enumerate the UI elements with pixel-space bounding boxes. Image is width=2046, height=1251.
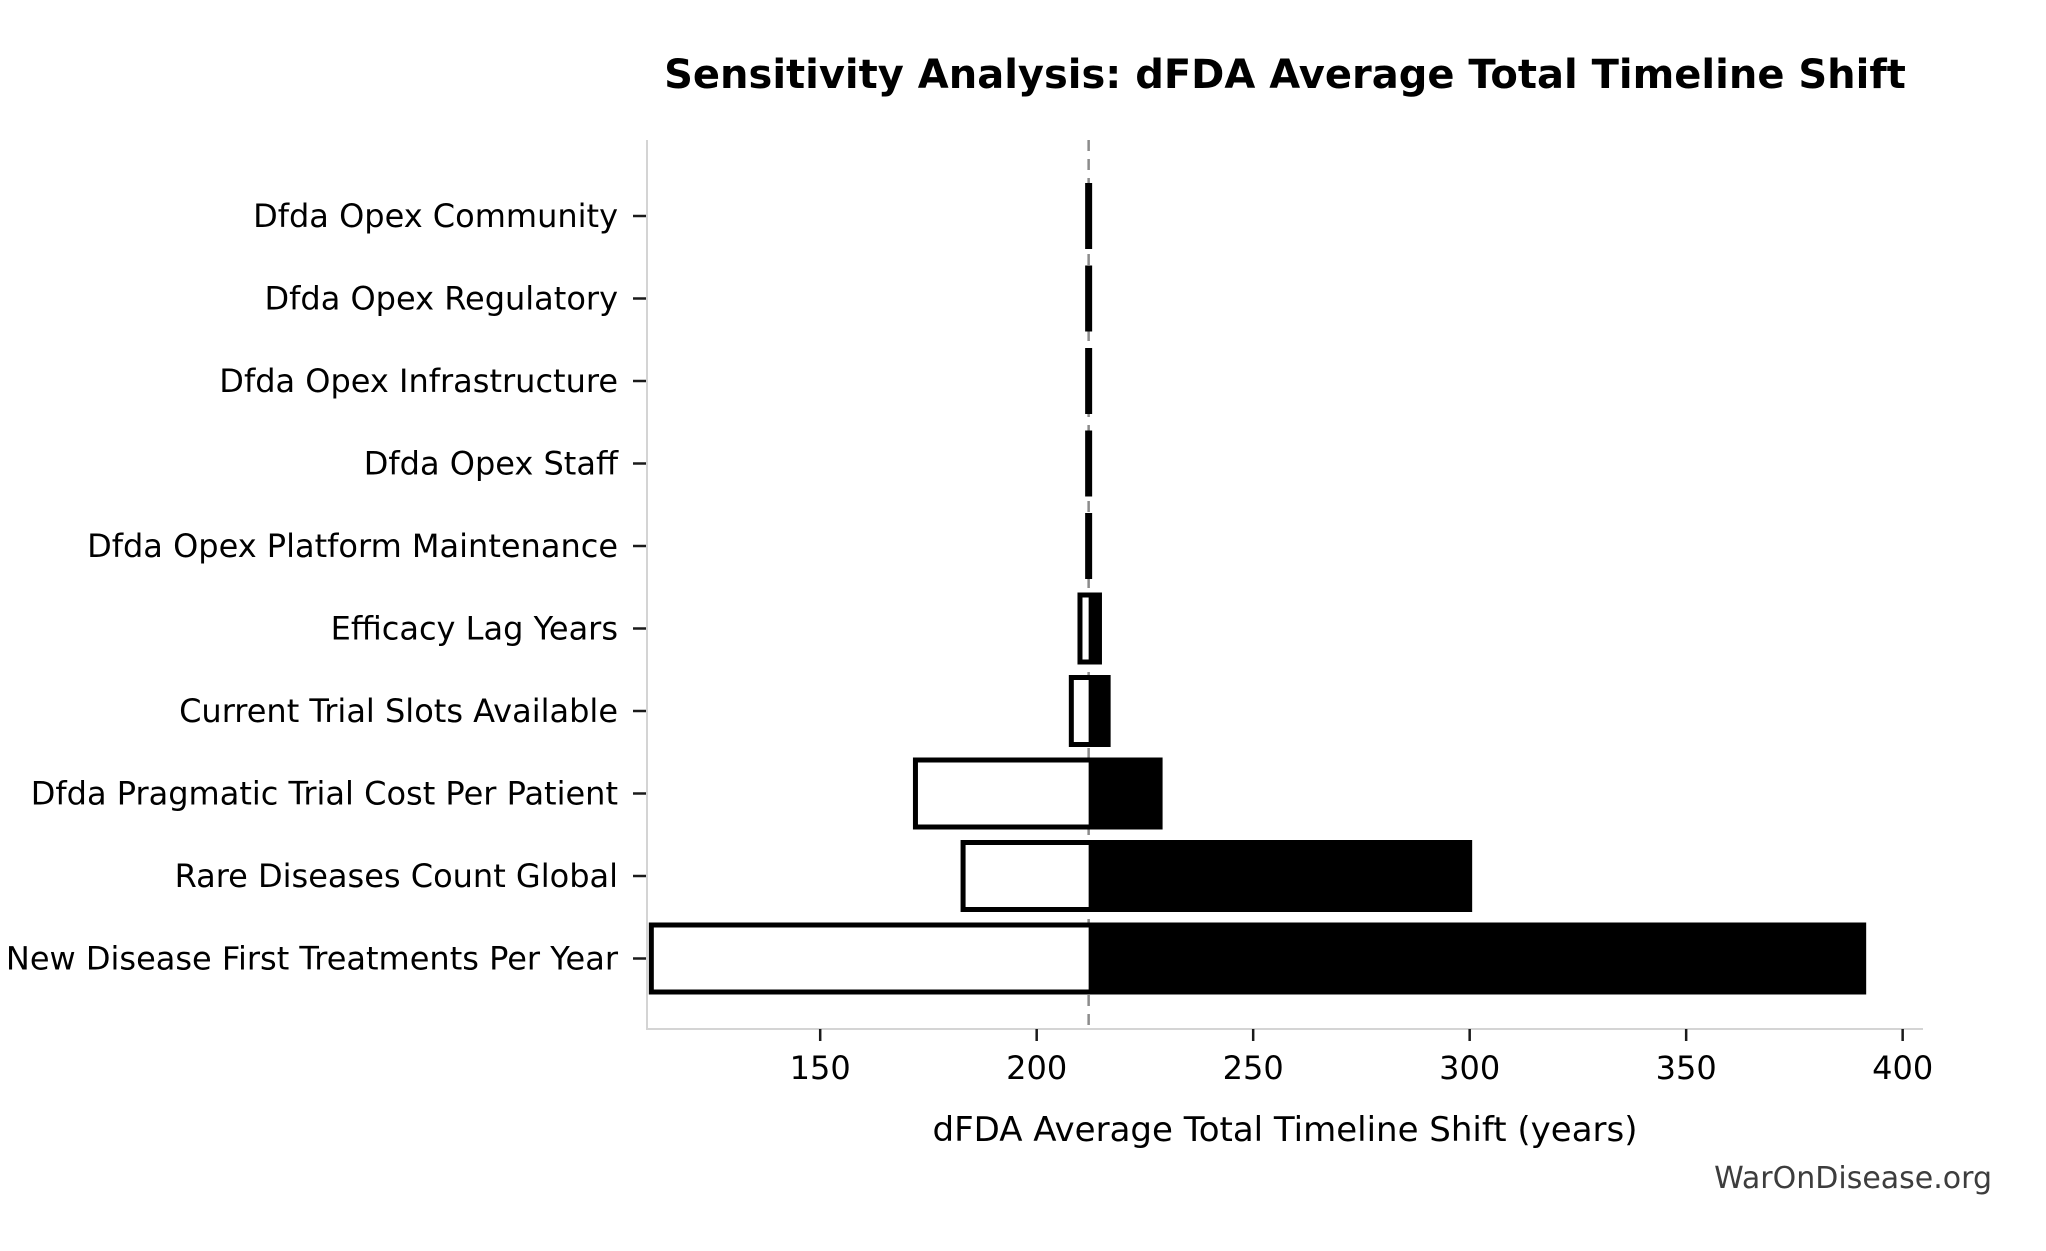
source-footer: WarOnDisease.org — [1714, 1161, 1992, 1196]
x-axis-title: dFDA Average Total Timeline Shift (years… — [932, 1110, 1638, 1150]
tornado-bar-high-segment — [1088, 925, 1864, 992]
y-tick-label: Dfda Opex Platform Maintenance — [87, 527, 618, 565]
tornado-bar-high-segment — [1088, 760, 1161, 827]
y-tick-label: Efficacy Lag Years — [331, 610, 618, 648]
y-tick-label: Current Trial Slots Available — [179, 692, 618, 730]
tornado-bar-zero-range — [1085, 348, 1093, 414]
tornado-bar-zero-range — [1085, 183, 1093, 249]
tornado-bar-zero-range — [1085, 265, 1093, 332]
y-tick-label: New Disease First Treatments Per Year — [6, 940, 619, 978]
y-tick-label: Dfda Pragmatic Trial Cost Per Patient — [31, 775, 618, 813]
chart-title: Sensitivity Analysis: dFDA Average Total… — [664, 52, 1906, 98]
y-tick-label: Dfda Opex Staff — [364, 445, 619, 483]
y-tick-label: Rare Diseases Count Global — [175, 857, 618, 895]
x-tick-label: 300 — [1439, 1049, 1500, 1087]
x-tick-label: 250 — [1223, 1049, 1284, 1087]
y-tick-label: Dfda Opex Regulatory — [264, 280, 618, 318]
tornado-bar-zero-range — [1085, 513, 1093, 579]
tornado-bar-zero-range — [1085, 430, 1093, 497]
x-tick-label: 350 — [1656, 1049, 1717, 1087]
tornado-bar-high-segment — [1088, 842, 1470, 910]
tornado-bar-high-segment — [1088, 677, 1109, 745]
x-tick-label: 400 — [1872, 1049, 1933, 1087]
y-tick-label: Dfda Opex Community — [253, 197, 618, 235]
x-tick-label: 150 — [790, 1049, 851, 1087]
tornado-bar-high-segment — [1088, 595, 1100, 662]
y-tick-label: Dfda Opex Infrastructure — [219, 362, 618, 400]
x-tick-label: 200 — [1006, 1049, 1067, 1087]
